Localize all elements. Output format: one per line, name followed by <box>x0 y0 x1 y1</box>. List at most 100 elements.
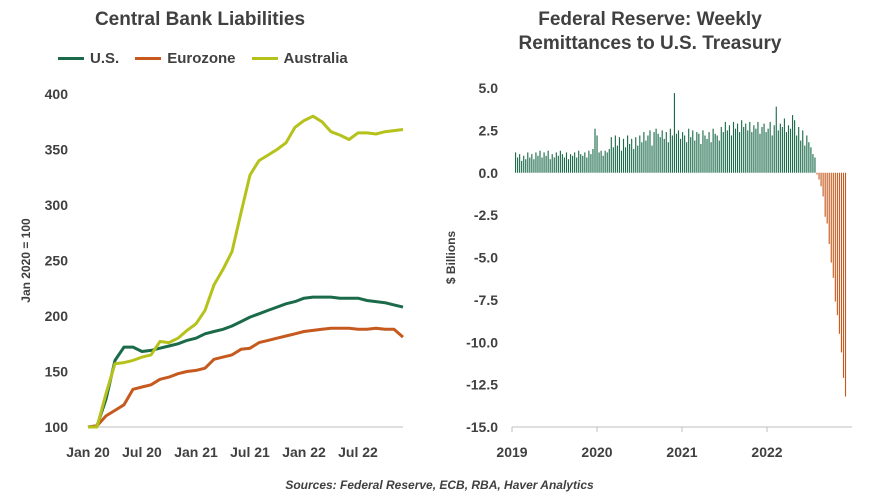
remittance-bar <box>635 137 637 173</box>
remittance-bar <box>777 130 779 173</box>
remittance-bar <box>675 133 678 173</box>
left-x-tick-label: Jul 22 <box>338 444 378 460</box>
remittance-bar <box>698 133 700 173</box>
remittance-bar <box>551 154 553 173</box>
right-y-tick-label: -7.5 <box>474 292 498 308</box>
remittance-bar <box>802 130 804 173</box>
remittance-bar <box>647 135 649 173</box>
left-chart-title: Central Bank Liabilities <box>94 9 306 30</box>
remittance-bar <box>567 159 570 173</box>
remittance-bar <box>822 172 824 197</box>
remittance-bar <box>702 130 704 173</box>
remittance-bar <box>820 172 822 187</box>
left-y-tick-label: 100 <box>45 419 69 435</box>
remittance-bar <box>724 121 726 173</box>
series-line-australia <box>88 114 404 429</box>
remittance-bar <box>661 130 663 173</box>
remittance-bar <box>629 143 631 173</box>
remittance-bar <box>734 128 737 173</box>
left-x-tick-label: Jul 20 <box>122 444 162 460</box>
right-y-tick-label: 5.0 <box>479 80 499 96</box>
remittance-bar <box>679 138 682 173</box>
remittance-bar <box>751 132 753 173</box>
remittance-bar <box>732 121 735 173</box>
remittance-bar <box>684 135 686 173</box>
remittance-bar <box>517 157 519 173</box>
left-x-tick-label: Jul 21 <box>230 444 270 460</box>
right-x-tick-label: 2020 <box>581 444 612 460</box>
remittance-bar <box>541 157 543 173</box>
remittance-bar <box>620 150 623 173</box>
right-y-tick-label: -15.0 <box>466 419 498 435</box>
remittance-bar <box>838 172 840 334</box>
remittance-bar <box>547 150 549 173</box>
remittance-bar <box>649 130 651 173</box>
remittance-bar <box>659 137 661 173</box>
remittance-bar <box>753 125 755 173</box>
remittance-bar <box>804 145 806 173</box>
legend-item-eurozone: Eurozone <box>135 50 236 67</box>
remittance-bar <box>792 115 794 173</box>
legend-label-australia: Australia <box>283 50 348 67</box>
remittance-bar <box>563 157 565 173</box>
remittance-bar <box>844 172 847 397</box>
left-x-tick-label: Jan 21 <box>174 444 218 460</box>
remittance-bar <box>806 135 808 173</box>
remittance-bar <box>627 135 629 173</box>
remittance-bar <box>714 133 716 173</box>
remittance-bar <box>700 143 702 173</box>
right-y-tick-label: -10.0 <box>466 334 498 350</box>
remittance-bar <box>555 152 557 173</box>
remittance-bar <box>565 152 568 173</box>
remittance-bar <box>812 154 814 173</box>
remittance-bar <box>834 172 836 302</box>
remittance-bar <box>798 126 800 173</box>
right-y-tick-label: 0.0 <box>479 165 499 181</box>
remittance-bar <box>553 157 555 173</box>
remittance-bar <box>781 126 783 173</box>
remittance-bar <box>673 93 675 173</box>
remittance-bar <box>773 125 775 173</box>
remittance-bar <box>618 137 620 173</box>
remittance-bar <box>525 159 527 173</box>
remittance-bar <box>549 159 551 173</box>
remittance-bar <box>578 150 580 173</box>
left-y-tick-label: 150 <box>45 364 69 380</box>
remittance-bar <box>737 123 739 173</box>
right-y-tick-label: 2.5 <box>479 122 499 138</box>
left-plot-area: 100 150 200 250 300 350 400 Jan 20 Jul 20 Jan 21 J… <box>19 86 404 460</box>
remittance-bar <box>519 154 521 173</box>
remittance-bar <box>594 128 596 173</box>
remittance-bar <box>785 132 788 173</box>
remittance-bar <box>765 132 767 173</box>
remittance-bar <box>588 150 590 173</box>
series-line-us <box>87 295 404 429</box>
remittance-bar <box>637 145 639 173</box>
remittance-bar <box>665 132 667 173</box>
remittance-bar <box>624 147 627 173</box>
remittance-bar <box>657 133 659 173</box>
remittance-bar <box>842 172 845 378</box>
right-y-tick-label: -12.5 <box>466 377 498 393</box>
legend-item-australia: Australia <box>251 50 348 67</box>
remittance-bar <box>586 157 588 173</box>
remittance-bar <box>800 140 802 173</box>
remittance-bar <box>559 150 561 173</box>
legend-label-eurozone: Eurozone <box>167 50 236 67</box>
remittance-bar <box>688 128 690 173</box>
remittance-bar <box>728 125 730 173</box>
remittance-bar <box>596 135 598 173</box>
remittance-bar <box>631 138 633 173</box>
remittance-bar <box>810 147 812 173</box>
remittance-bar <box>716 135 718 173</box>
remittance-bar <box>682 132 684 173</box>
remittance-bar <box>614 135 616 173</box>
legend-label-us: U.S. <box>90 50 120 67</box>
remittance-bar <box>741 120 743 173</box>
source-note: Sources: Federal Reserve, ECB, RBA, Have… <box>285 478 594 492</box>
right-y-axis-label: $ Billions <box>444 231 458 285</box>
remittance-bar <box>706 138 708 173</box>
remittance-bar <box>569 154 572 173</box>
remittance-bar <box>840 172 843 353</box>
remittance-bar <box>545 155 547 173</box>
